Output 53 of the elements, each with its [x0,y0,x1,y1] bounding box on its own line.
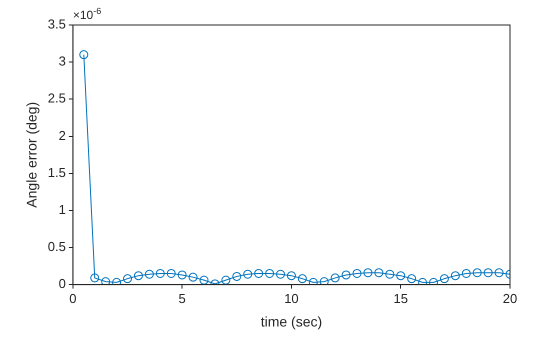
point [156,268,165,278]
point [320,277,329,285]
point [166,268,176,278]
point [429,278,438,285]
point [232,272,242,281]
point [144,270,154,279]
x-tick-label: 20 [502,290,518,306]
point [123,274,132,284]
x-axis-title: time (sec) [260,313,322,330]
y-axis-title: Angle error (deg) [23,102,40,208]
y-tick-label: 0.5 [48,239,66,254]
point [363,268,372,278]
point [276,270,286,279]
y-tick-label: 1.5 [48,164,66,180]
x-tick-label: 0 [69,290,76,306]
point [462,268,471,278]
point [221,276,230,285]
point [494,268,504,278]
point [385,270,394,279]
point [90,273,100,282]
point [330,273,340,282]
x-tick-label: 15 [393,290,408,306]
point [450,271,460,280]
point [112,278,122,285]
point [134,271,143,280]
y-tick-label: 1 [58,202,66,218]
point [79,50,88,60]
point [472,268,482,278]
point [342,270,351,280]
point [352,268,362,278]
y-tick-label: 2.5 [48,90,66,106]
y-tick-label: 3.5 [48,16,66,32]
point [188,272,198,282]
point [200,276,209,285]
y-tick-label: 2 [58,128,66,143]
point [440,274,449,284]
point [286,271,296,280]
y-tick-label: 3 [58,54,66,69]
point [407,274,416,284]
point [374,268,384,278]
point [308,278,318,285]
point [265,268,274,278]
y-tick-label: 0 [58,276,66,292]
point [101,277,110,285]
point [254,268,264,278]
point [396,271,406,280]
point [418,278,428,285]
point [484,268,493,278]
point [178,270,187,280]
x-tick-label: 5 [178,290,186,306]
point [298,274,307,284]
point [243,270,252,279]
x-tick-label: 10 [284,290,299,306]
